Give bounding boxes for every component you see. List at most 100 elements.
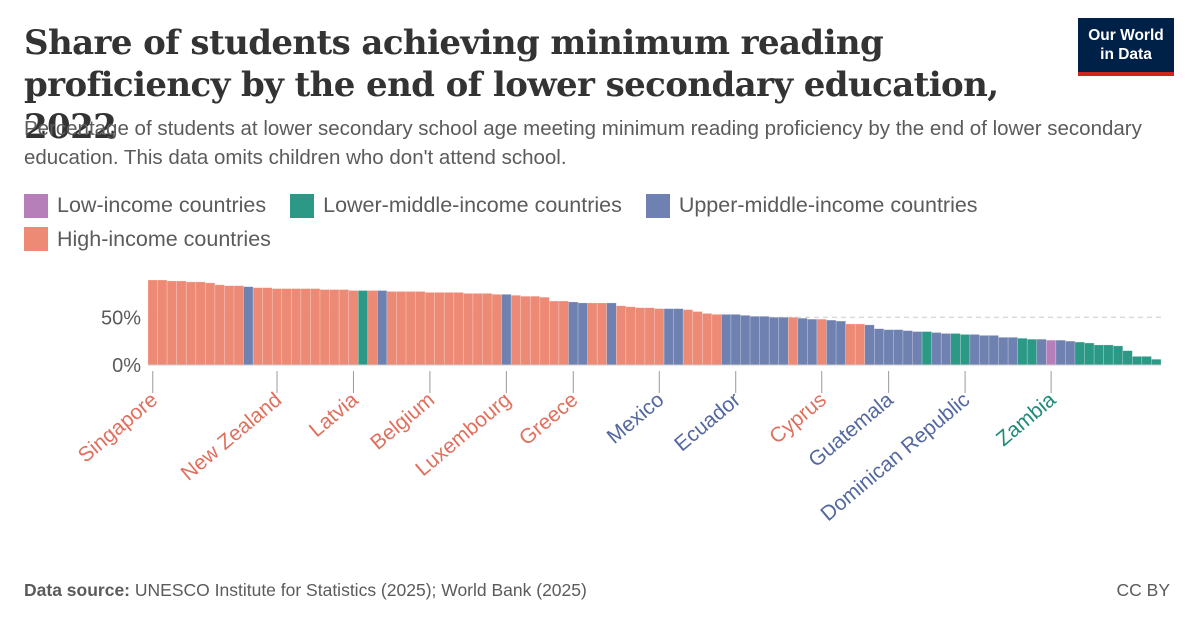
y-tick-label: 50% [101,307,141,329]
bar [424,292,435,366]
bar-chart: 0%50%Singapore New Zealand Latvia BelgiumLu… [74,279,1162,526]
legend-item-lower-middle-income[interactable]: Lower-middle-income countries [290,190,622,221]
bar [396,291,407,366]
bar [1122,350,1133,366]
bar [185,281,197,366]
bar [635,307,646,366]
bar [157,279,168,366]
legend: Low-income countries Lower-middle-income… [24,190,1174,257]
bar [558,300,569,366]
bar [367,290,378,366]
x-tick-label: Ecuador [670,388,745,456]
x-tick-label: New Zealand [177,388,287,485]
legend-label: Low-income countries [57,193,267,217]
bar [596,302,608,366]
bar [950,333,961,366]
bar [960,334,971,366]
bar [329,289,340,366]
bar [491,294,502,366]
bar [654,308,665,366]
legend-item-upper-middle-income[interactable]: Upper-middle-income countries [645,190,978,221]
bar [701,313,713,366]
bar [415,291,426,366]
x-tick-label: Mexico [603,388,669,448]
bar [1093,344,1104,366]
source-text[interactable]: UNESCO Institute for Statistics (2025); … [134,580,587,600]
bar [673,308,684,366]
bar [1103,344,1114,366]
bar [768,316,780,366]
bar [520,295,531,366]
legend-swatch [290,193,315,218]
owid-logo[interactable]: Our World in Data [1078,18,1174,76]
bar [663,308,674,366]
bar [816,318,827,366]
bar [826,319,837,366]
bar [147,279,158,366]
bar [166,280,177,366]
bar [214,284,225,366]
bar [979,335,990,366]
legend-label: Lower-middle-income countries [323,193,622,217]
bar [1141,356,1152,366]
bar [759,315,770,366]
bar [615,305,627,366]
bar [730,314,741,366]
bar [1151,358,1162,366]
x-tick-label: Dominican Republic [816,388,974,526]
bar [224,285,235,366]
x-tick-label: Zambia [992,388,1061,451]
legend-item-low-income[interactable]: Low-income countries [24,190,266,221]
chart-title: Share of students achieving minimum read… [24,23,999,147]
bar [587,302,598,366]
bar [874,328,885,366]
bar [482,293,493,366]
bar [940,333,952,366]
logo-line-1: Our World [1088,27,1164,44]
bar [405,291,416,366]
bar [1074,341,1085,366]
bar [969,334,980,366]
bar [721,314,732,366]
bar [787,316,799,366]
bar [912,331,923,366]
bar [883,329,894,366]
legend-label: High-income countries [57,226,271,251]
bar [749,315,760,366]
bar [864,324,875,366]
data-source: Data source: UNESCO Institute for Statis… [24,580,587,601]
chart-subtitle: Percentage of students at lower secondar… [24,117,1142,169]
x-tick-label: Belgium [366,388,439,454]
legend-item-high-income[interactable]: High-income countries [24,224,271,255]
legend-swatch [24,193,48,218]
bar [740,315,751,366]
bar [472,293,483,366]
bar [386,291,397,366]
bar [510,294,522,366]
bar [778,316,789,366]
bar [1036,338,1047,366]
bar [1112,345,1124,366]
x-tick-label: Singapore [74,388,162,467]
bar [998,337,1009,366]
bar [195,281,206,366]
bar [931,332,942,366]
y-tick-label: 0% [112,355,141,377]
bar [252,287,263,366]
bar [377,290,388,366]
bar [1065,340,1076,366]
bar [205,282,216,366]
license[interactable]: CC BY [1116,580,1170,600]
legend-swatch [645,193,670,218]
bar [845,323,856,366]
bar [529,295,541,366]
bar [807,318,818,366]
bar [1007,337,1018,366]
bar [300,288,311,366]
bar [854,323,866,366]
bar [338,289,349,366]
bar [692,311,703,366]
bar [1084,342,1095,366]
bar [1026,338,1038,366]
x-tick-label: Latvia [305,388,363,442]
